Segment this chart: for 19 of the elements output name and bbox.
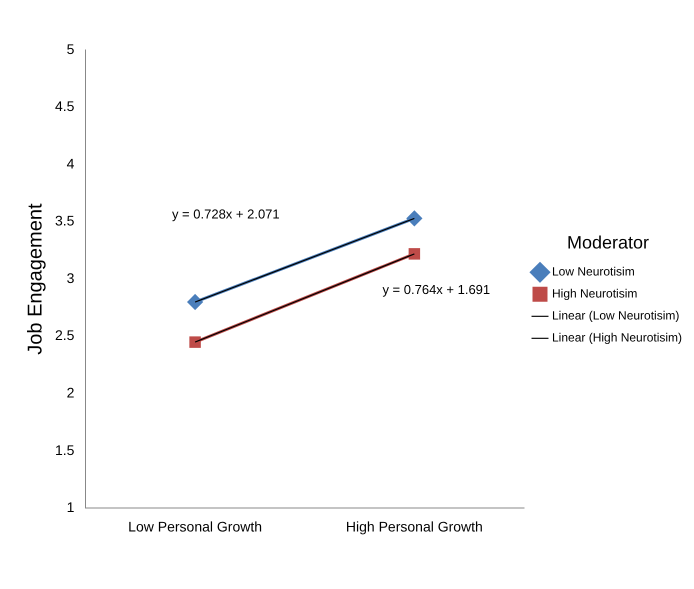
- y-tick-label: 1.5: [54, 442, 75, 458]
- x-tick-label: High Personal Growth: [346, 518, 483, 534]
- y-tick-label: 3: [66, 270, 75, 286]
- y-tick-label: 4.5: [54, 98, 75, 114]
- legend-title: Moderator: [566, 232, 650, 253]
- y-tick-label: 2: [66, 384, 75, 401]
- legend-label: Linear (Low Neurotisim): [552, 308, 680, 323]
- y-tick-label: 2.5: [54, 327, 75, 344]
- legend-label: High Neurotisim: [552, 286, 638, 301]
- legend-label: Low Neurotisim: [552, 264, 635, 279]
- y-tick-label: 1: [66, 499, 75, 516]
- y-axis-title: Job Engagement: [24, 203, 47, 355]
- x-tick-label: Low Personal Growth: [128, 518, 262, 534]
- annotation: y = 0.728x + 2.071: [172, 206, 280, 222]
- legend-label: Linear (High Neurotisim): [552, 330, 682, 345]
- annotation: y = 0.764x + 1.691: [382, 282, 490, 298]
- y-tick-label: 5: [66, 40, 75, 57]
- y-tick-label: 4: [66, 155, 75, 172]
- y-tick-label: 3.5: [54, 212, 75, 229]
